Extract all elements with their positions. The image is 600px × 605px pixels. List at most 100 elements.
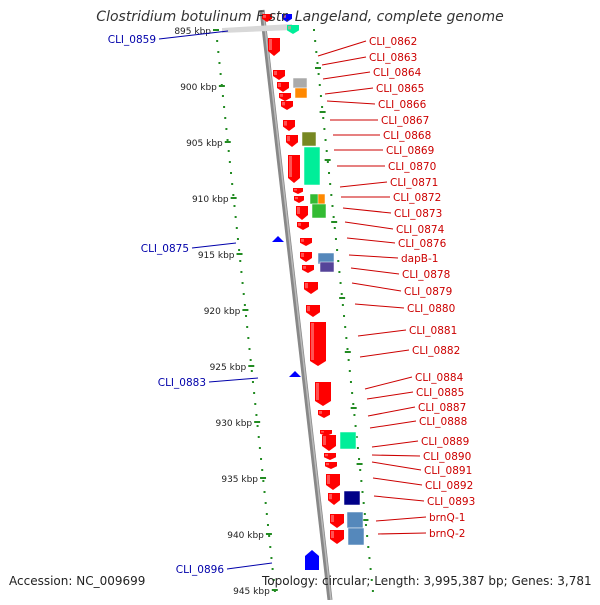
gene-label-leader (226, 562, 273, 570)
tick-dot-inner (263, 491, 266, 493)
tick-dot-inner (270, 557, 273, 559)
tick-dot-outer (318, 84, 321, 86)
backbone-line (259, 9, 333, 601)
gene-label-leader (366, 391, 414, 400)
scale-label: 925 kbp (210, 363, 247, 373)
gene-label-right: CLI_0871 (390, 177, 438, 189)
scale-label: 905 kbp (186, 139, 223, 149)
tick-dot-outer (337, 260, 340, 262)
gene-label-leader (377, 532, 427, 535)
tick-dot-outer (316, 62, 319, 64)
gene-label-right: dapB-1 (401, 253, 438, 265)
gene-label-right: CLI_0882 (412, 345, 460, 357)
tick-dot-inner (242, 293, 245, 295)
gene-label-leader (354, 303, 405, 309)
gene-triangle-left (289, 371, 301, 377)
gene-label-right: CLI_0874 (396, 224, 445, 236)
tick-dot-outer (341, 304, 344, 306)
gene-feature-box (319, 261, 335, 273)
tick-dot-inner (228, 161, 231, 163)
gene-label-right: CLI_0866 (378, 99, 427, 111)
tick-dot-inner (250, 370, 253, 372)
tick-dot-outer (334, 238, 337, 240)
tick-dot-inner (256, 425, 259, 427)
gene-label-right: CLI_0867 (381, 115, 429, 127)
tick-dot-inner (251, 381, 254, 383)
tick-dot-inner (254, 403, 257, 405)
gene-label-right: CLI_0864 (373, 67, 422, 79)
gene-arrow-left-strand (305, 550, 319, 570)
tick-dot-inner (240, 271, 243, 273)
gene-feature-box (317, 193, 326, 205)
tick-dot-outer (317, 73, 320, 75)
tick-dot-inner (230, 172, 233, 174)
scale-label: 930 kbp (215, 419, 252, 429)
gene-label-right: CLI_0879 (404, 286, 452, 298)
tick-dot-inner (232, 194, 235, 196)
gene-label-right: CLI_0873 (394, 208, 442, 220)
gene-arrow-shine (283, 15, 286, 18)
gene-label-right: CLI_0876 (398, 238, 447, 250)
tick-dot-inner (257, 436, 260, 438)
tick-dot-outer (329, 183, 332, 185)
tick-dot-outer (360, 480, 363, 482)
tick-dot-outer (367, 546, 370, 548)
gene-triangle-left (272, 236, 284, 242)
backbone-highlight (262, 9, 332, 601)
tick-dot-outer (352, 403, 355, 405)
gene-arrow-shine (327, 475, 330, 484)
gene-label-right: CLI_0862 (369, 36, 417, 48)
tick-dot-outer (322, 117, 325, 119)
gene-arrow-shine (288, 26, 291, 30)
tick-dot-outer (313, 29, 315, 31)
tick-dot-inner (238, 249, 241, 251)
tick-dot-outer (364, 524, 367, 526)
tick-dot-outer (358, 458, 361, 460)
tick-dot-outer (368, 557, 371, 559)
tick-dot-outer (363, 513, 366, 515)
gene-label-leader (371, 440, 419, 448)
tick-dot-outer (321, 106, 324, 108)
tick-dot-outer (346, 348, 349, 350)
tick-dot-outer (333, 227, 336, 229)
tick-dot-outer (351, 392, 354, 394)
tick-dot-inner (246, 326, 249, 328)
gene-arrow (293, 188, 303, 194)
gene-feature-box (301, 131, 317, 147)
tick-dot-inner (233, 205, 236, 207)
tick-dot-inner (234, 216, 237, 218)
tick-dot-inner (265, 513, 268, 515)
gene-feature-box (292, 77, 308, 89)
tick-dot-outer (353, 414, 356, 416)
gene-label-right: CLI_0889 (421, 436, 469, 448)
right-gene-labels: CLI_0862 CLI_0863 CLI_0864 CLI_0865 CLI_0866… (317, 36, 475, 540)
gene-label-leader (342, 207, 392, 214)
gene-label-left: CLI_0896 (176, 564, 225, 576)
gene-arrow-shine (316, 383, 319, 400)
tick-dot-outer (319, 95, 322, 97)
tick-dot-outer (340, 293, 343, 295)
tick-dot-outer (361, 491, 364, 493)
gene-feature-box (309, 193, 320, 205)
gene-arrow-shine (329, 494, 332, 500)
gene-arrow-shine (274, 71, 277, 75)
tick-dot-inner (235, 227, 238, 229)
tick-dot-inner (255, 414, 258, 416)
gene-arrow-shine (287, 136, 290, 142)
scale-label: 935 kbp (221, 475, 258, 485)
tick-dot-inner (262, 480, 265, 482)
gene-arrow-shine (301, 253, 304, 257)
map-title: Clostridium botulinum F str. Langeland, … (96, 9, 504, 25)
tick-dot-outer (348, 370, 351, 372)
tick-dot-inner (261, 469, 264, 471)
tick-dot-outer (343, 315, 346, 317)
gene-label-right: brnQ-1 (429, 512, 465, 524)
tick-dot-inner (236, 238, 239, 240)
gene-label-right: CLI_0869 (386, 145, 434, 157)
gene-arrow-shine (323, 436, 326, 445)
gene-label-right: CLI_0880 (407, 303, 455, 315)
tick-dot-inner (264, 502, 267, 504)
gene-label-right: CLI_0870 (388, 161, 436, 173)
gene-arrow-shine (282, 102, 285, 106)
